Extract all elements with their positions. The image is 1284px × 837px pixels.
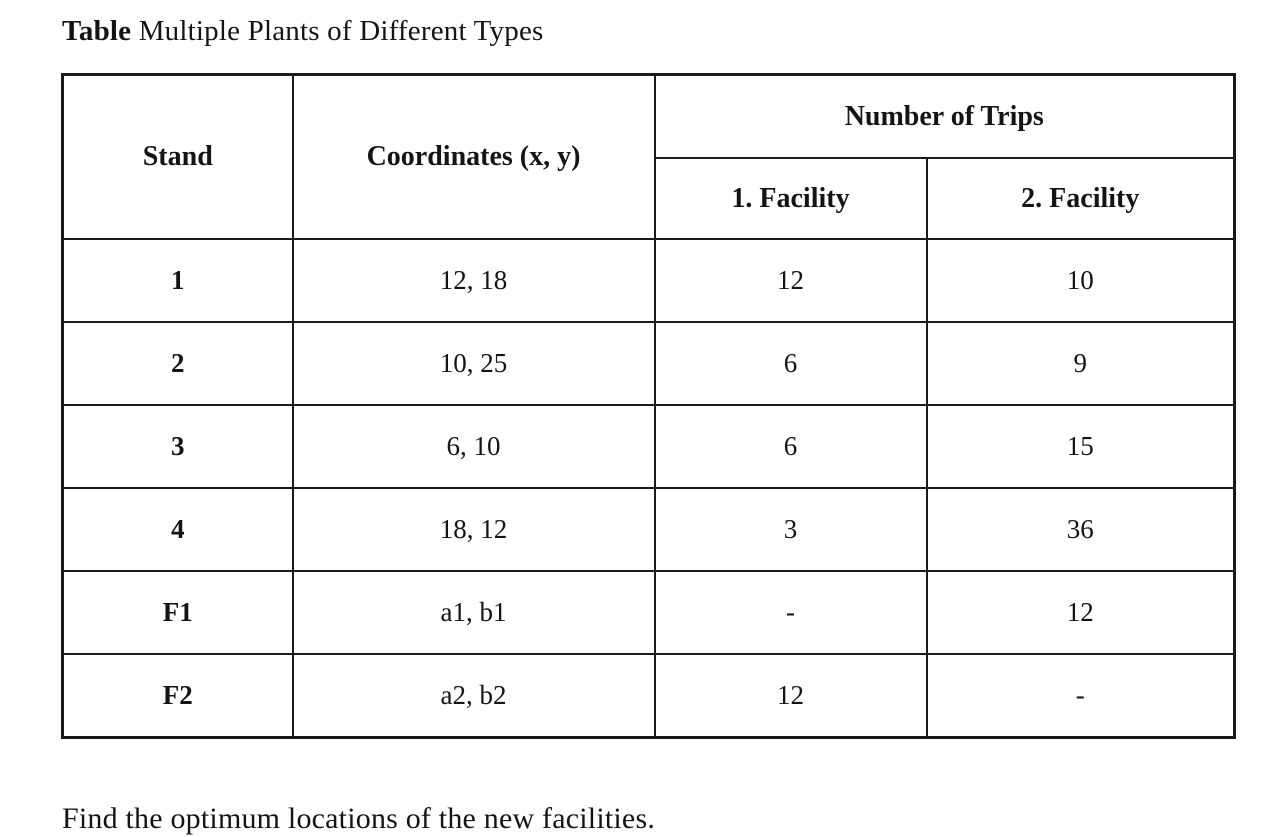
cell-facility-2: -	[925, 653, 1236, 739]
table-header-row-group: Stand Coordinates (x, y) Number of Trips	[61, 73, 1236, 240]
table-row: 1 12, 18 12 10	[61, 238, 1236, 323]
cell-facility-1: 12	[653, 238, 928, 323]
cell-stand: 4	[61, 487, 294, 572]
cell-facility-2: 9	[925, 321, 1236, 406]
cell-facility-2: 10	[925, 238, 1236, 323]
page-title-keyword: Table	[62, 15, 132, 47]
cell-coordinates: a1, b1	[291, 570, 656, 655]
cell-coordinates: 10, 25	[291, 321, 656, 406]
page-title-text: Multiple Plants of Different Types	[131, 15, 544, 47]
cell-facility-1: -	[653, 570, 928, 655]
cell-stand: F2	[61, 653, 294, 739]
table-row: 2 10, 25 6 9	[61, 321, 1236, 406]
table-row: F2 a2, b2 12 -	[61, 653, 1236, 739]
header-number-of-trips: Number of Trips	[653, 73, 1236, 159]
cell-coordinates: a2, b2	[291, 653, 656, 739]
plants-table: Stand Coordinates (x, y) Number of Trips…	[61, 73, 1237, 739]
cell-coordinates: 6, 10	[291, 404, 656, 489]
cell-facility-1: 12	[653, 653, 928, 739]
header-facility-1: 1. Facility	[653, 157, 928, 240]
header-facility-2: 2. Facility	[925, 157, 1236, 240]
cell-stand: 1	[61, 238, 294, 323]
cell-coordinates: 18, 12	[291, 487, 656, 572]
cell-facility-2: 12	[925, 570, 1236, 655]
page-title: Table Multiple Plants of Different Types	[62, 14, 544, 48]
table-row: F1 a1, b1 - 12	[61, 570, 1236, 655]
cell-stand: 2	[61, 321, 294, 406]
table-row: 3 6, 10 6 15	[61, 404, 1236, 489]
table-header-row-facilities: 1. Facility 2. Facility	[63, 157, 1236, 240]
footer-instruction: Find the optimum locations of the new fa…	[62, 802, 656, 835]
cell-stand: F1	[61, 570, 294, 655]
table-row: 4 18, 12 3 36	[61, 487, 1236, 572]
cell-facility-1: 6	[653, 321, 928, 406]
cell-facility-1: 3	[653, 487, 928, 572]
cell-coordinates: 12, 18	[291, 238, 656, 323]
cell-stand: 3	[61, 404, 294, 489]
cell-facility-2: 36	[925, 487, 1236, 572]
header-stand: Stand	[61, 73, 294, 240]
header-coordinates: Coordinates (x, y)	[291, 73, 656, 240]
cell-facility-2: 15	[925, 404, 1236, 489]
cell-facility-1: 6	[653, 404, 928, 489]
